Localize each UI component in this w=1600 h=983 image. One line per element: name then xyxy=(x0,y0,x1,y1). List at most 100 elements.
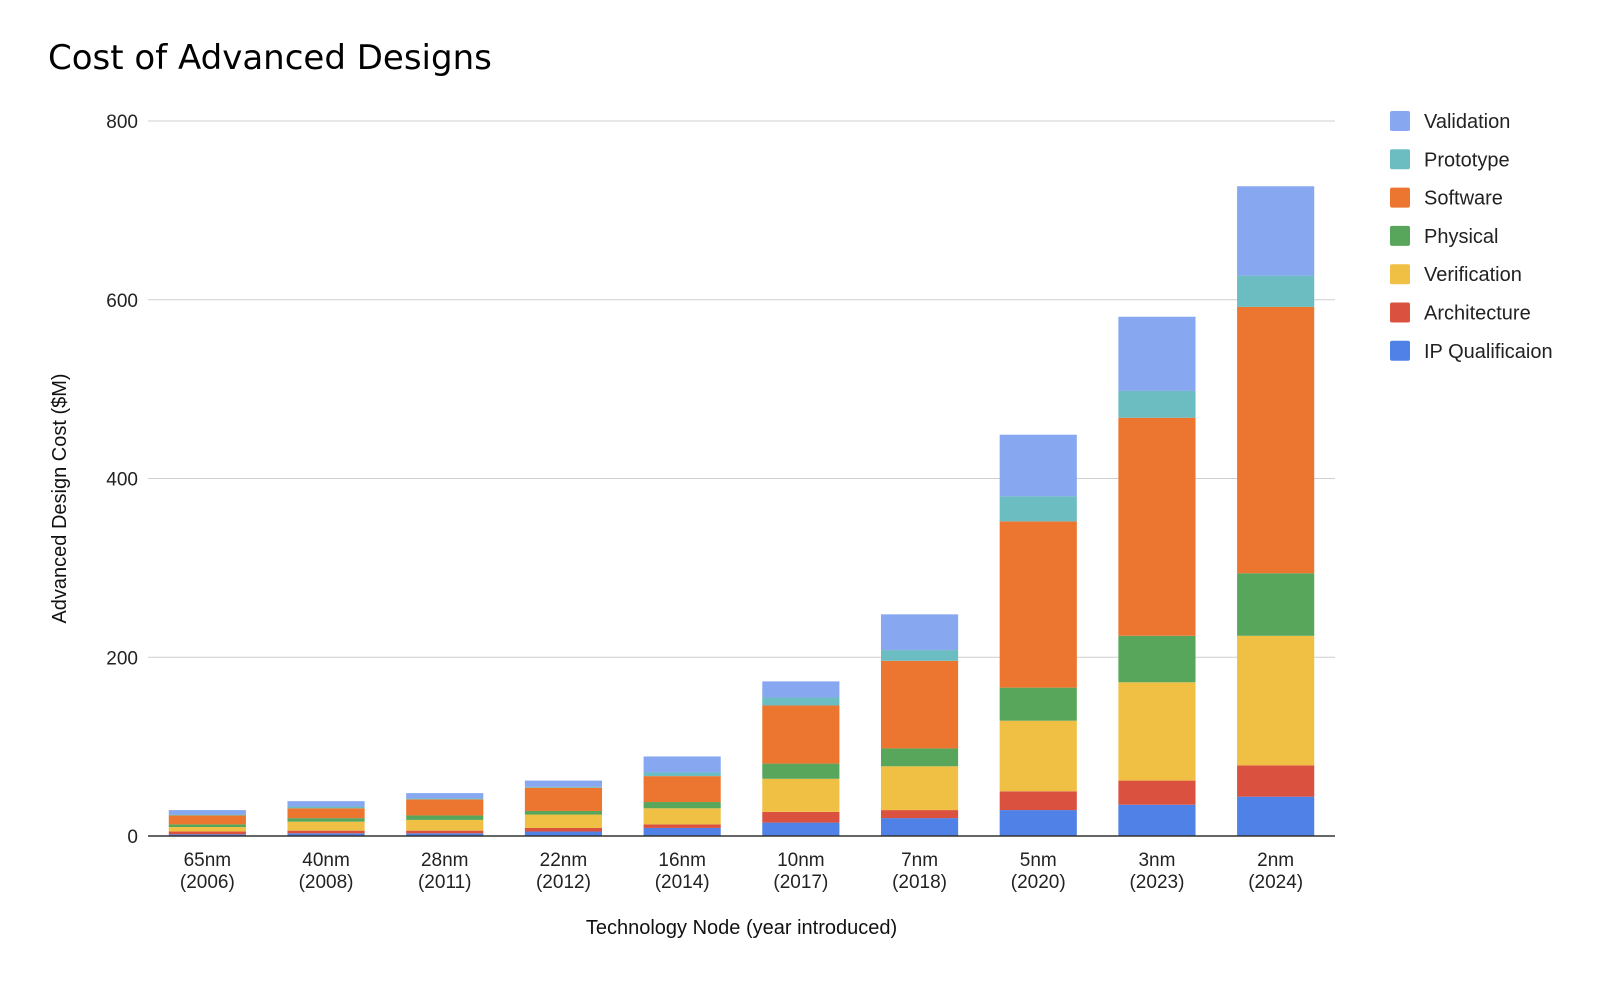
legend-swatch xyxy=(1390,111,1410,131)
x-axis-title: Technology Node (year introduced) xyxy=(586,917,897,939)
bar-segment xyxy=(880,766,959,811)
x-tick-label: 10nm xyxy=(777,850,825,871)
legend-swatch xyxy=(1390,225,1410,246)
legend-item: Architecture xyxy=(1390,302,1531,325)
legend-item: IP Qualificaion xyxy=(1390,340,1553,363)
bar-segment xyxy=(287,808,365,819)
bar-segment xyxy=(287,833,365,836)
x-tick-label: 28nm xyxy=(421,850,469,871)
bar-segment xyxy=(643,808,721,825)
bar-segment xyxy=(1237,765,1315,797)
bar-segment xyxy=(406,833,484,836)
legend-swatch xyxy=(1390,340,1410,361)
y-tick-label: 400 xyxy=(106,470,138,491)
x-tick-label: 3nm xyxy=(1138,850,1175,871)
bar-segment xyxy=(880,748,959,767)
bar-segment xyxy=(999,720,1077,792)
x-axis-ticks: 65nm(2006) 40nm(2008) 28nm(2011) 22nm(2012)… xyxy=(180,850,1303,893)
bar-segment xyxy=(643,824,721,828)
y-tick-label: 0 xyxy=(127,827,138,848)
bar-segment xyxy=(1118,804,1196,836)
bar-segment xyxy=(1237,275,1315,307)
bar-segment xyxy=(406,815,484,820)
bar-segment xyxy=(406,799,484,816)
bar-segment xyxy=(880,650,959,661)
bar-segment xyxy=(168,827,246,832)
bar-stack xyxy=(880,614,959,836)
legend-item: Verification xyxy=(1390,264,1522,286)
y-axis-title: Advanced Design Cost ($M) xyxy=(49,373,71,623)
bar-segment xyxy=(524,787,603,811)
legend-swatch xyxy=(1390,264,1410,285)
legend: Validation Prototype Software Physical Verif… xyxy=(1390,111,1553,363)
bar-segment xyxy=(406,798,484,800)
bar-segment xyxy=(406,830,484,834)
bars xyxy=(168,186,1315,836)
bar-segment xyxy=(524,780,603,787)
legend-label: Prototype xyxy=(1424,149,1510,171)
bar-stack xyxy=(287,801,365,836)
bar-segment xyxy=(1237,796,1315,836)
x-tick-label: (2012) xyxy=(536,872,591,893)
x-tick-label: (2018) xyxy=(892,872,947,893)
bar-segment xyxy=(762,822,840,836)
x-tick-label: (2011) xyxy=(418,872,472,893)
bar-segment xyxy=(524,786,603,788)
chart-title: Cost of Advanced Designs xyxy=(48,38,492,78)
x-tick-label: 7nm xyxy=(901,850,938,871)
bar-segment xyxy=(762,763,840,779)
bar-segment xyxy=(880,810,959,819)
bar-segment xyxy=(1237,635,1315,766)
legend-item: Physical xyxy=(1390,225,1498,248)
bar-stack xyxy=(643,756,721,836)
bar-segment xyxy=(287,806,365,809)
x-tick-label: (2017) xyxy=(773,872,828,893)
legend-label: Architecture xyxy=(1424,303,1531,325)
bar-segment xyxy=(524,831,603,836)
bar-segment xyxy=(1118,316,1196,391)
bar-segment xyxy=(762,697,840,706)
bar-segment xyxy=(880,614,959,651)
legend-label: Physical xyxy=(1424,226,1498,248)
bar-segment xyxy=(168,815,246,825)
bar-segment xyxy=(1237,186,1315,276)
bar-segment xyxy=(643,776,721,803)
bar-stack xyxy=(1118,316,1196,836)
bar-stack xyxy=(168,810,246,836)
bar-segment xyxy=(168,810,246,815)
y-tick-label: 600 xyxy=(106,291,138,312)
legend-label: Validation xyxy=(1424,111,1510,133)
bar-segment xyxy=(287,818,365,822)
x-tick-label: 40nm xyxy=(302,850,350,871)
x-tick-label: 16nm xyxy=(658,850,706,871)
x-tick-label: 65nm xyxy=(184,850,232,871)
bar-segment xyxy=(1237,573,1315,636)
y-axis-ticks: 0 200 400 600 800 xyxy=(106,112,138,848)
bar-segment xyxy=(643,756,721,773)
y-tick-label: 800 xyxy=(106,112,138,133)
bar-segment xyxy=(999,521,1077,688)
x-tick-label: (2006) xyxy=(180,872,235,893)
bar-segment xyxy=(524,810,603,815)
bar-segment xyxy=(999,810,1077,836)
bar-stack xyxy=(762,681,840,836)
bar-segment xyxy=(1118,390,1196,418)
bar-segment xyxy=(762,681,840,698)
legend-swatch xyxy=(1390,149,1410,170)
bar-segment xyxy=(1237,306,1315,574)
bar-segment xyxy=(406,793,484,799)
legend-swatch xyxy=(1390,187,1410,208)
bar-segment xyxy=(287,830,365,834)
x-tick-label: 2nm xyxy=(1257,850,1294,871)
bar-segment xyxy=(999,496,1077,522)
x-tick-label: (2014) xyxy=(655,872,710,893)
y-tick-label: 200 xyxy=(106,648,138,669)
legend-label: Software xyxy=(1424,188,1503,210)
legend-item: Software xyxy=(1390,187,1503,210)
legend-label: Verification xyxy=(1424,264,1522,286)
x-tick-label: (2008) xyxy=(299,872,354,893)
x-tick-label: 5nm xyxy=(1020,850,1057,871)
legend-swatch xyxy=(1390,302,1410,323)
bar-segment xyxy=(880,818,959,836)
